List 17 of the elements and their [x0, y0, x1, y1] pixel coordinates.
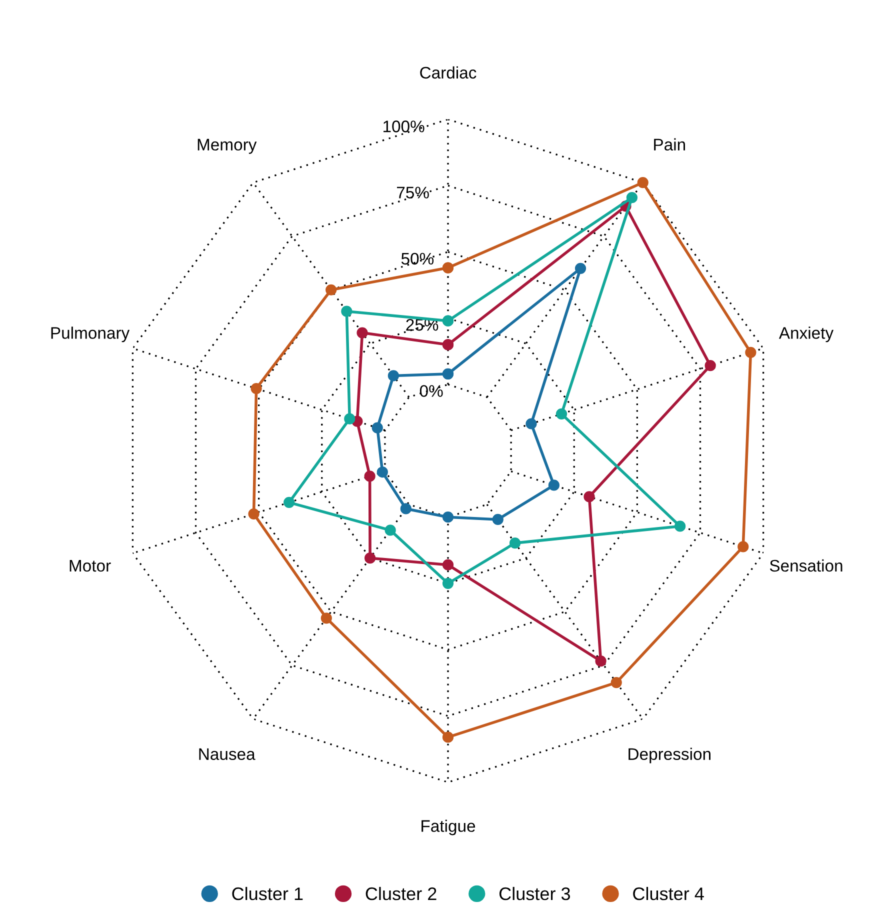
y-tick-label: 100% [384, 120, 424, 132]
legend-label: Cluster 4 [633, 886, 704, 900]
spoke-label: Depression [628, 748, 710, 764]
legend-label: Cluster 1 [232, 886, 303, 900]
spoke-label: Cardiac [420, 66, 476, 79]
spoke-label: Nausea [199, 748, 256, 760]
spoke-label: Fatigue [422, 820, 476, 836]
y-tick-label: 50% [401, 252, 434, 265]
spoke-label: Memory [198, 138, 257, 154]
spoke-label: Pain [654, 138, 685, 151]
spoke-label: Anxiety [778, 326, 834, 342]
legend-label: Cluster 3 [499, 886, 570, 900]
legend-label: Cluster 2 [366, 886, 436, 900]
spoke-label: Sensation [770, 559, 842, 572]
spoke-label: Pulmonary [51, 326, 130, 342]
spoke-label: Motor [70, 560, 111, 572]
y-tick-label: 75% [396, 186, 429, 198]
